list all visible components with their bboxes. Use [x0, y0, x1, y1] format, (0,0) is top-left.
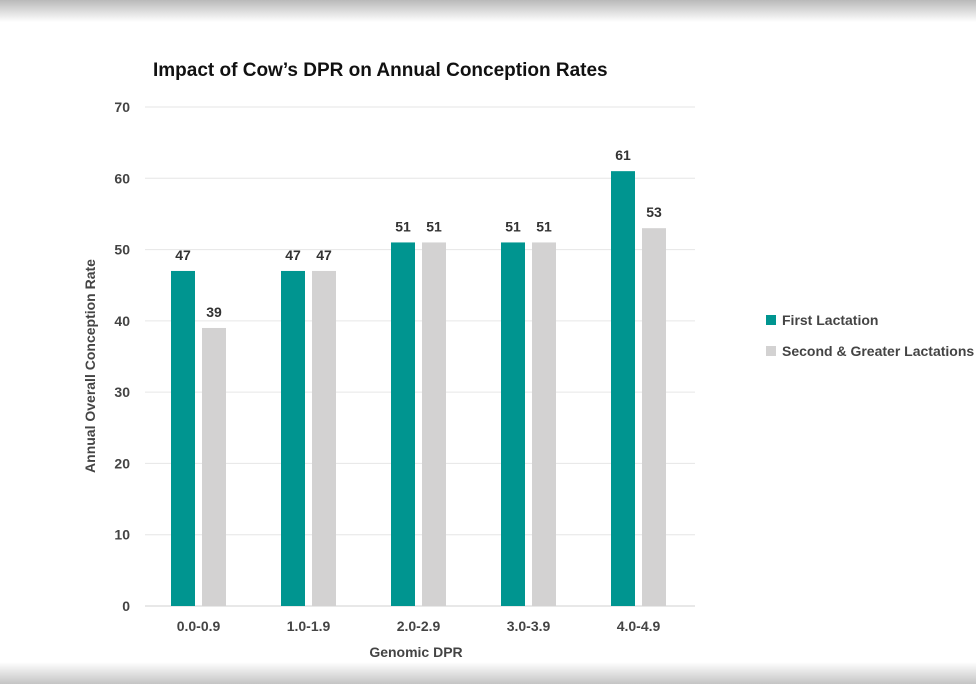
- legend: First Lactation Second & Greater Lactatio…: [766, 312, 974, 359]
- data-label: 51: [536, 218, 552, 234]
- x-tick-label: 0.0-0.9: [177, 618, 221, 634]
- y-tick-label: 10: [114, 527, 130, 543]
- data-label: 51: [426, 218, 442, 234]
- x-tick-label: 3.0-3.9: [507, 618, 551, 634]
- y-tick-label: 0: [122, 598, 130, 614]
- y-tick-label: 30: [114, 384, 130, 400]
- legend-label: Second & Greater Lactations: [782, 343, 974, 359]
- x-tick-label: 1.0-1.9: [287, 618, 331, 634]
- bar: [422, 242, 446, 606]
- bottom-edge-shadow: [0, 662, 976, 684]
- data-label: 61: [615, 147, 631, 163]
- bar: [642, 228, 666, 606]
- data-label: 47: [175, 247, 191, 263]
- y-tick-label: 40: [114, 313, 130, 329]
- x-axis-title: Genomic DPR: [369, 644, 462, 660]
- data-label: 53: [646, 204, 662, 220]
- bar: [391, 242, 415, 606]
- y-axis-ticks: 0 10 20 30 40 50 60 70: [114, 99, 130, 614]
- data-labels: 47 39 47 47 51 51 51 51 61 53: [175, 147, 662, 320]
- gridlines: [145, 106, 695, 607]
- y-tick-label: 50: [114, 242, 130, 258]
- x-tick-label: 4.0-4.9: [617, 618, 661, 634]
- data-label: 51: [395, 218, 411, 234]
- x-axis-ticks: 0.0-0.9 1.0-1.9 2.0-2.9 3.0-3.9 4.0-4.9: [177, 618, 661, 634]
- bar: [532, 242, 556, 606]
- bar: [202, 327, 226, 606]
- bar: [611, 171, 635, 606]
- top-edge-shadow: [0, 0, 976, 22]
- y-tick-label: 60: [114, 170, 130, 186]
- data-label: 47: [316, 247, 332, 263]
- x-tick-label: 2.0-2.9: [397, 618, 441, 634]
- bar: [501, 242, 525, 606]
- bar: [171, 270, 195, 606]
- legend-label: First Lactation: [782, 312, 878, 328]
- data-label: 47: [285, 247, 301, 263]
- legend-swatch: [766, 315, 776, 325]
- chart-title: Impact of Cow’s DPR on Annual Conception…: [153, 60, 608, 81]
- bar: [281, 270, 305, 606]
- y-tick-label: 20: [114, 455, 130, 471]
- y-tick-label: 70: [114, 99, 130, 115]
- data-label: 51: [505, 218, 521, 234]
- data-label: 39: [206, 304, 222, 320]
- legend-swatch: [766, 346, 776, 356]
- bars: [171, 171, 666, 606]
- bar: [312, 270, 336, 606]
- y-axis-title: Annual Overall Conception Rate: [82, 259, 98, 473]
